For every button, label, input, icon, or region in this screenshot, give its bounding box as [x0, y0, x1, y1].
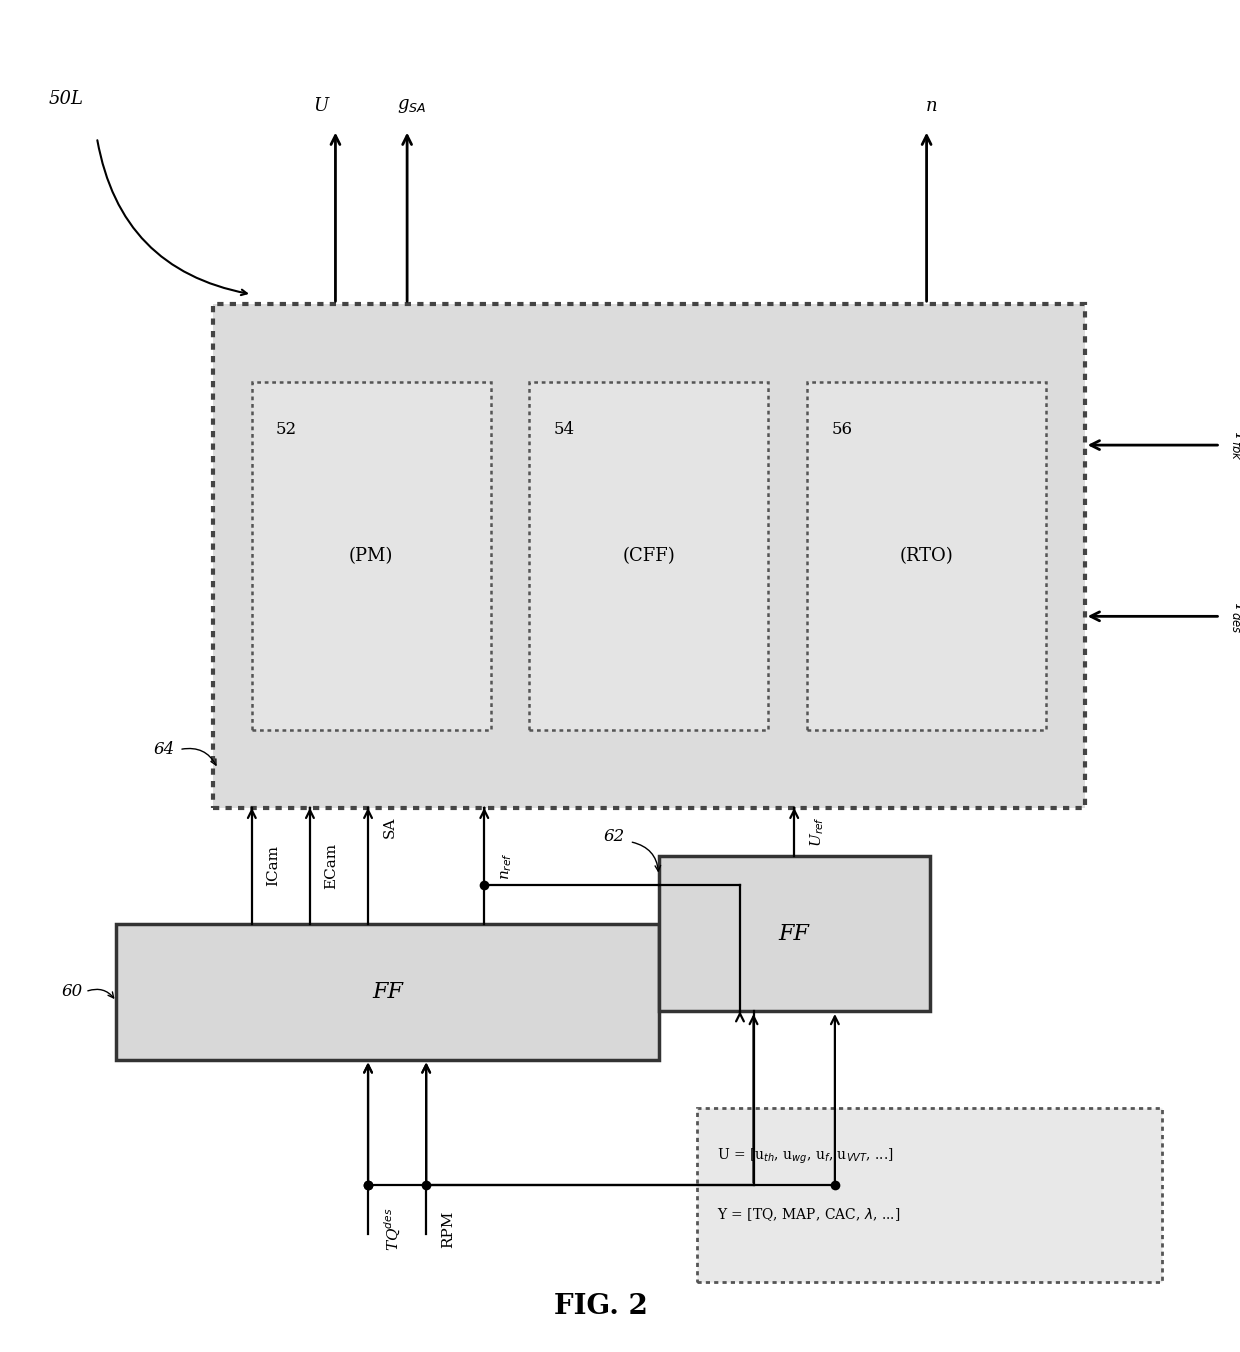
Text: (RTO): (RTO)	[900, 548, 954, 565]
Text: g$_{SA}$: g$_{SA}$	[397, 97, 427, 115]
Bar	[117, 923, 658, 1060]
Bar	[807, 381, 1047, 730]
Text: Y$_{des}$: Y$_{des}$	[1230, 599, 1240, 633]
Bar	[252, 381, 491, 730]
Bar	[529, 381, 769, 730]
Text: TQ$^{des}$: TQ$^{des}$	[383, 1207, 403, 1251]
Bar	[697, 1109, 1162, 1282]
Text: n$_{ref}$: n$_{ref}$	[498, 852, 513, 880]
Text: RPM: RPM	[440, 1210, 455, 1248]
Text: Y$_{fbk}$: Y$_{fbk}$	[1230, 429, 1240, 461]
Text: (CFF): (CFF)	[622, 548, 676, 565]
Text: (PM): (PM)	[350, 548, 393, 565]
Text: ICam: ICam	[267, 845, 280, 887]
Text: 50L: 50L	[48, 89, 83, 108]
Text: n: n	[925, 97, 937, 115]
Text: Y = [TQ, MAP, CAC, $\lambda$, ...]: Y = [TQ, MAP, CAC, $\lambda$, ...]	[717, 1206, 900, 1224]
Text: 60: 60	[61, 983, 82, 1000]
Bar	[213, 304, 1085, 807]
Text: 56: 56	[831, 422, 852, 438]
Text: 52: 52	[277, 422, 298, 438]
Text: 54: 54	[554, 422, 575, 438]
Text: U: U	[314, 97, 329, 115]
Text: 62: 62	[604, 829, 625, 845]
Text: ECam: ECam	[325, 842, 339, 888]
Text: FIG. 2: FIG. 2	[553, 1293, 647, 1320]
Text: U = [u$_{th}$, u$_{wg}$, u$_{f}$, u$_{VVT}$, ...]: U = [u$_{th}$, u$_{wg}$, u$_{f}$, u$_{VV…	[717, 1146, 894, 1165]
Bar	[658, 856, 930, 1011]
Text: 64: 64	[153, 741, 175, 758]
Text: U$_{ref}$: U$_{ref}$	[808, 817, 826, 848]
Text: SA: SA	[383, 817, 397, 838]
Text: FF: FF	[372, 980, 403, 1003]
Text: FF: FF	[779, 922, 810, 945]
